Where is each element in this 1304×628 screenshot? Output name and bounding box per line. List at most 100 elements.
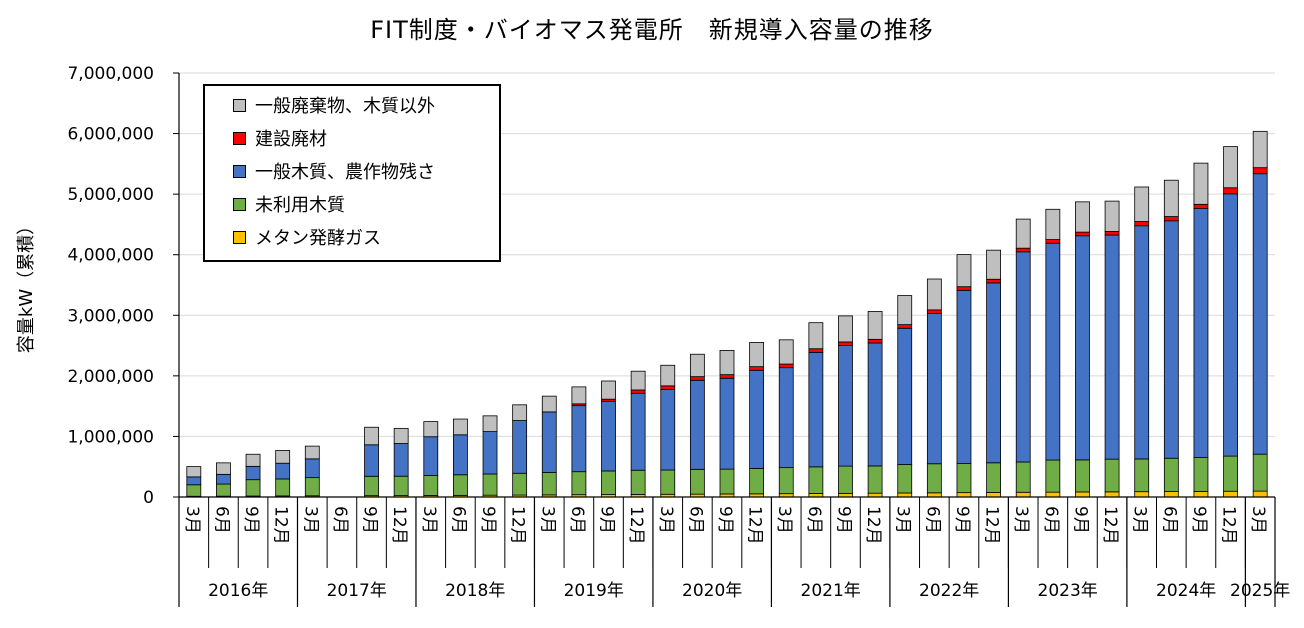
bar-segment [749, 342, 765, 368]
bar-segment [749, 369, 765, 469]
bar-segment [482, 473, 498, 496]
bar-segment [245, 453, 261, 467]
bar-segment [867, 342, 883, 467]
x-year-label: 2025年 [1230, 581, 1290, 601]
bar-segment [897, 295, 913, 326]
bar-segment [956, 286, 972, 291]
bar-segment [867, 465, 883, 494]
bar-segment [1134, 221, 1150, 227]
bar-segment [423, 436, 439, 476]
bar-segment [512, 404, 528, 421]
bar-segment [1045, 491, 1061, 498]
bar-segment [897, 464, 913, 494]
bar-segment [1104, 458, 1120, 493]
bar-segment [660, 469, 676, 495]
bar-segment [719, 468, 735, 495]
bar-segment [423, 475, 439, 496]
bar-segment [689, 353, 705, 378]
x-month-label: 9月 [360, 506, 380, 534]
bar-segment [1104, 200, 1120, 232]
y-axis-label: 容量kW（累積） [16, 217, 37, 353]
bar-segment [689, 379, 705, 470]
legend-label: 建設廃材 [255, 129, 327, 150]
bar-segment [867, 338, 883, 344]
bar-segment [1104, 491, 1120, 498]
bar-segment [186, 484, 202, 497]
x-month-label: 3月 [774, 506, 794, 534]
bar-segment [216, 483, 231, 497]
bar-stacks [186, 130, 1268, 498]
bar-segment [1193, 208, 1209, 458]
bar-segment [956, 289, 972, 464]
legend: 一般廃棄物、木質以外 建設廃材 一般木質、農作物残さ 未利用木質 メタン発酵ガス [203, 84, 501, 262]
bar-segment [749, 468, 765, 495]
bar-segment [867, 311, 883, 340]
legend-item: 建設廃材 [233, 125, 327, 151]
bar-segment [245, 479, 261, 497]
bar-segment [1104, 234, 1120, 460]
bar-segment [1193, 457, 1209, 492]
bar-segment [571, 405, 587, 473]
y-tick-label: 7,000,000 [67, 64, 154, 84]
bar-segment [926, 278, 942, 311]
legend-item: 一般木質、農作物残さ [233, 158, 435, 184]
bar-segment [719, 374, 735, 379]
bar-segment [1223, 193, 1238, 457]
x-year-label: 2016年 [208, 581, 268, 601]
y-tick-label: 5,000,000 [67, 185, 154, 205]
bar-segment [689, 468, 705, 495]
bar-segment [1015, 218, 1031, 249]
bar-segment [778, 339, 794, 365]
bar-segment [926, 313, 942, 465]
x-year-label: 2020年 [682, 581, 742, 601]
bar-segment [660, 385, 676, 390]
axes [178, 73, 1275, 498]
bar-segment [1223, 455, 1238, 492]
bar-segment [1163, 179, 1179, 217]
bar-segment [1134, 458, 1150, 493]
x-month-label: 9月 [1189, 506, 1209, 534]
x-year-label: 2022年 [919, 581, 979, 601]
bar-segment [808, 322, 824, 350]
legend-item: 未利用木質 [233, 191, 345, 217]
x-month-label: 12月 [982, 506, 1002, 545]
legend-label: 一般木質、農作物残さ [255, 162, 435, 183]
bar-segment [778, 467, 794, 495]
bar-segment [926, 309, 942, 314]
x-month-label: 3月 [1130, 506, 1150, 534]
bar-segment [1045, 239, 1061, 244]
bar-segment [1252, 490, 1268, 498]
x-month-label: 9月 [597, 506, 617, 534]
y-tick-label: 3,000,000 [67, 306, 154, 326]
bar-segment [897, 324, 913, 329]
x-month-label: 3月 [300, 506, 320, 534]
bar-segment [1193, 491, 1209, 498]
x-month-label: 6月 [448, 506, 468, 534]
x-month-label: 12月 [863, 506, 883, 545]
bar-segment [1252, 453, 1268, 492]
bar-segment [838, 315, 853, 343]
bar-segment [1252, 173, 1268, 455]
bar-segment [1075, 459, 1090, 493]
x-year-label: 2023年 [1038, 581, 1098, 601]
bar-segment [571, 386, 587, 405]
x-month-label: 6月 [211, 506, 231, 534]
x-year-label: 2021年 [801, 581, 861, 601]
bar-segment [1223, 187, 1238, 195]
bar-segment [482, 415, 498, 432]
bar-segment [719, 377, 735, 470]
bar-segment [956, 492, 972, 498]
x-axis-categories: 3月 6月 9月 12月 3月 6月 9月 12月 3月 6月 9月 12月 3月 6月 9月 12月 3月 6月… [178, 497, 1290, 607]
bar-segment [601, 470, 616, 495]
x-month-label: 12月 [626, 506, 646, 545]
bar-segment [453, 434, 468, 476]
bar-segment [986, 249, 1001, 280]
x-month-label: 9月 [241, 506, 261, 534]
x-month-label: 12月 [745, 506, 765, 545]
x-month-label: 3月 [419, 506, 439, 534]
x-month-label: 3月 [1011, 506, 1031, 534]
bar-segment [1134, 186, 1150, 222]
x-month-label: 3月 [893, 506, 913, 534]
bar-segment [838, 465, 853, 494]
